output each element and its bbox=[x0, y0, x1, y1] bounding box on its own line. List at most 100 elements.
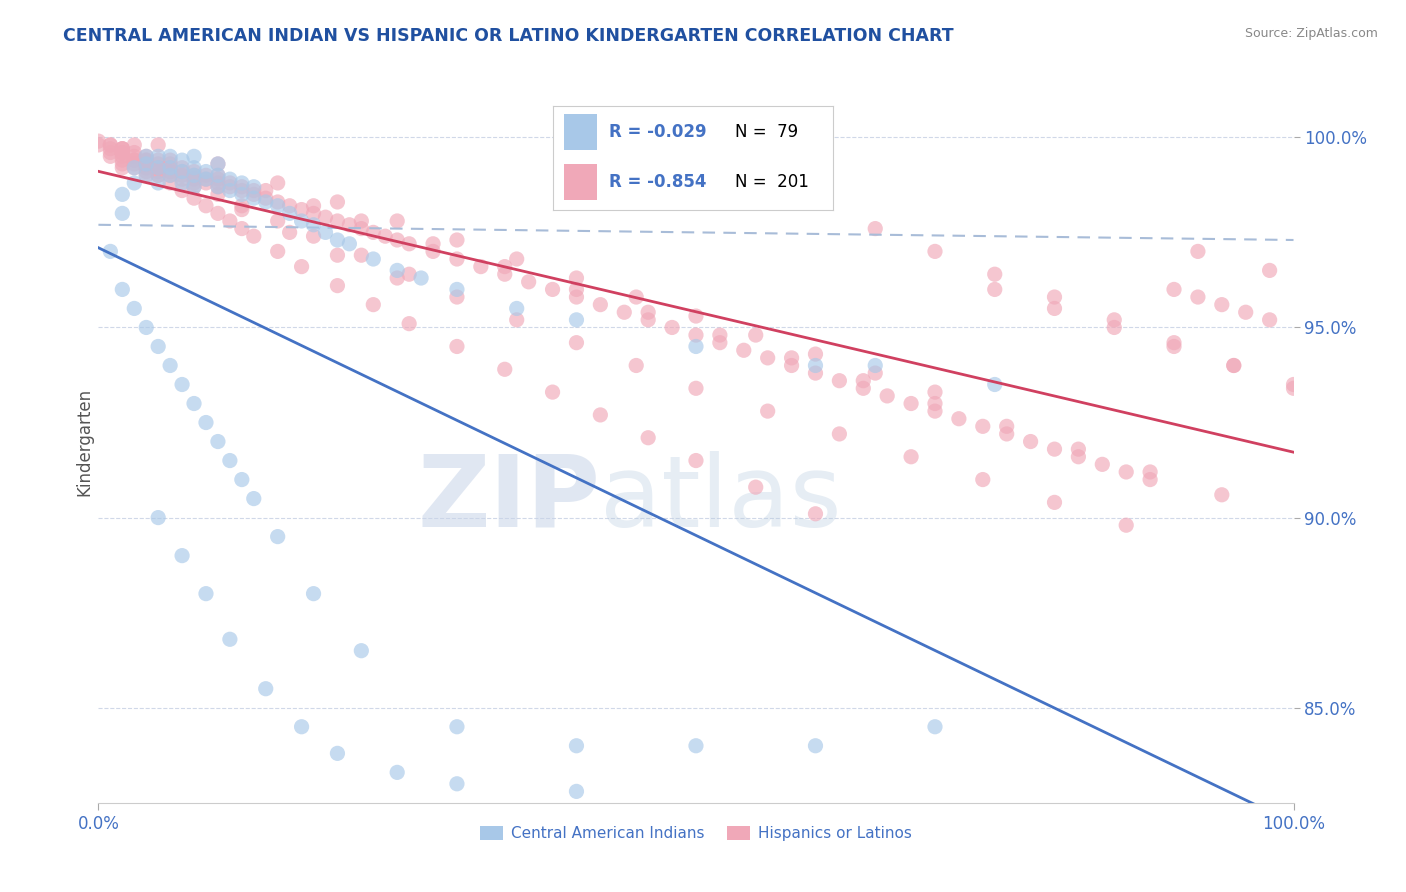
Point bbox=[541, 282, 564, 296]
Point bbox=[626, 290, 648, 304]
Point bbox=[135, 164, 157, 178]
Point bbox=[135, 169, 157, 183]
Y-axis label: Kindergarten: Kindergarten bbox=[76, 387, 94, 496]
Point bbox=[135, 153, 157, 168]
Point bbox=[470, 260, 492, 274]
Point bbox=[565, 739, 588, 753]
Point bbox=[1163, 282, 1185, 296]
Point bbox=[148, 161, 170, 175]
Point bbox=[613, 305, 636, 319]
Point bbox=[685, 339, 707, 353]
Point bbox=[494, 260, 516, 274]
Point bbox=[267, 194, 290, 209]
Point bbox=[972, 419, 994, 434]
Point bbox=[685, 381, 707, 395]
Point bbox=[1163, 335, 1185, 350]
Point bbox=[219, 184, 242, 198]
Point bbox=[339, 218, 361, 232]
Point bbox=[326, 747, 349, 761]
Point bbox=[183, 179, 205, 194]
Point bbox=[685, 739, 707, 753]
Point bbox=[243, 184, 266, 198]
Point bbox=[148, 510, 170, 524]
Point bbox=[183, 396, 205, 410]
Point bbox=[589, 298, 612, 312]
Point bbox=[111, 145, 134, 160]
Point bbox=[302, 218, 325, 232]
Point bbox=[148, 176, 170, 190]
Point bbox=[1043, 301, 1066, 316]
Point bbox=[172, 153, 194, 168]
Point bbox=[159, 169, 181, 183]
Point bbox=[804, 366, 827, 380]
Point bbox=[494, 267, 516, 281]
Point bbox=[326, 278, 349, 293]
Point bbox=[1211, 488, 1233, 502]
Point bbox=[87, 134, 110, 148]
Point bbox=[995, 426, 1018, 441]
Point bbox=[111, 142, 134, 156]
Point bbox=[183, 169, 205, 183]
Point bbox=[219, 453, 242, 467]
Point bbox=[148, 169, 170, 183]
Point bbox=[1187, 244, 1209, 259]
Point bbox=[685, 453, 707, 467]
Point bbox=[207, 179, 229, 194]
Point bbox=[254, 191, 277, 205]
Point bbox=[148, 169, 170, 183]
Point bbox=[207, 176, 229, 190]
Point bbox=[207, 157, 229, 171]
Point bbox=[385, 233, 409, 247]
Point bbox=[148, 157, 170, 171]
Point bbox=[709, 335, 731, 350]
Point bbox=[159, 157, 181, 171]
Point bbox=[780, 359, 803, 373]
Point bbox=[865, 221, 887, 235]
Point bbox=[446, 339, 468, 353]
Point bbox=[231, 221, 253, 235]
Point bbox=[207, 434, 229, 449]
Point bbox=[494, 362, 516, 376]
Point bbox=[924, 404, 946, 418]
Point bbox=[148, 137, 170, 152]
Point bbox=[924, 244, 946, 259]
Point bbox=[159, 169, 181, 183]
Point bbox=[172, 172, 194, 186]
Point bbox=[1282, 381, 1305, 395]
Point bbox=[1139, 473, 1161, 487]
Point bbox=[148, 339, 170, 353]
Point bbox=[350, 221, 373, 235]
Point bbox=[135, 161, 157, 175]
Point bbox=[195, 176, 218, 190]
Point bbox=[398, 317, 420, 331]
Point bbox=[111, 142, 134, 156]
Point bbox=[278, 206, 301, 220]
Point bbox=[446, 290, 468, 304]
Point bbox=[506, 313, 529, 327]
Point bbox=[267, 199, 290, 213]
Point bbox=[183, 164, 205, 178]
Point bbox=[1234, 305, 1257, 319]
Point bbox=[804, 739, 827, 753]
Point bbox=[231, 187, 253, 202]
Point bbox=[291, 214, 314, 228]
Point bbox=[207, 179, 229, 194]
Point bbox=[111, 282, 134, 296]
Point bbox=[565, 282, 588, 296]
Point bbox=[315, 226, 337, 240]
Point bbox=[315, 210, 337, 224]
Point bbox=[900, 450, 922, 464]
Point bbox=[984, 282, 1007, 296]
Point bbox=[398, 267, 420, 281]
Point bbox=[685, 328, 707, 343]
Point bbox=[446, 282, 468, 296]
Point bbox=[183, 149, 205, 163]
Point bbox=[159, 164, 181, 178]
Point bbox=[195, 172, 218, 186]
Point bbox=[804, 347, 827, 361]
Point bbox=[1223, 359, 1246, 373]
Point bbox=[231, 199, 253, 213]
Point bbox=[685, 309, 707, 323]
Point bbox=[124, 153, 146, 168]
Point bbox=[124, 176, 146, 190]
